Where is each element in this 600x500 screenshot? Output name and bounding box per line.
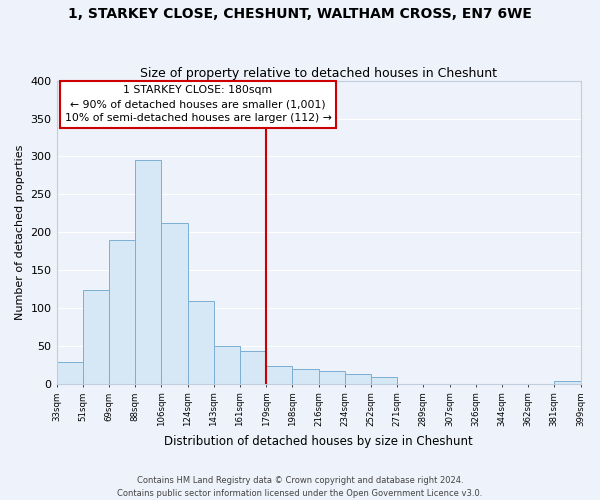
Title: Size of property relative to detached houses in Cheshunt: Size of property relative to detached ho…	[140, 66, 497, 80]
Bar	[109, 240, 135, 384]
Bar	[266, 366, 292, 384]
Bar	[188, 301, 214, 384]
Bar	[214, 346, 240, 384]
Y-axis label: Number of detached properties: Number of detached properties	[15, 144, 25, 320]
Text: Contains HM Land Registry data © Crown copyright and database right 2024.
Contai: Contains HM Land Registry data © Crown c…	[118, 476, 482, 498]
X-axis label: Distribution of detached houses by size in Cheshunt: Distribution of detached houses by size …	[164, 434, 473, 448]
Bar	[345, 374, 371, 384]
Bar	[56, 362, 83, 384]
Bar	[319, 371, 345, 384]
Text: 1, STARKEY CLOSE, CHESHUNT, WALTHAM CROSS, EN7 6WE: 1, STARKEY CLOSE, CHESHUNT, WALTHAM CROS…	[68, 8, 532, 22]
Bar	[83, 290, 109, 384]
Bar	[161, 223, 188, 384]
Bar	[371, 377, 397, 384]
Bar	[240, 351, 266, 384]
Bar	[554, 382, 581, 384]
Bar	[292, 370, 319, 384]
Bar	[135, 160, 161, 384]
Text: 1 STARKEY CLOSE: 180sqm
← 90% of detached houses are smaller (1,001)
10% of semi: 1 STARKEY CLOSE: 180sqm ← 90% of detache…	[65, 85, 331, 123]
